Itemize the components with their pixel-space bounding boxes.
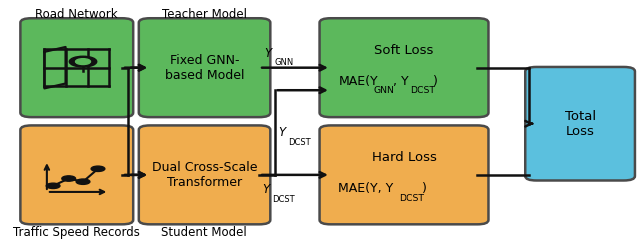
Circle shape [76,179,90,184]
FancyBboxPatch shape [20,18,133,117]
Text: Y: Y [278,126,285,139]
FancyBboxPatch shape [319,125,488,224]
Text: GNN: GNN [374,86,395,95]
FancyBboxPatch shape [20,125,133,224]
Text: ): ) [433,74,438,87]
Text: Road Network: Road Network [35,8,118,21]
Circle shape [91,166,105,172]
Text: Dual Cross-Scale
Transformer: Dual Cross-Scale Transformer [152,161,257,189]
FancyBboxPatch shape [319,18,488,117]
Text: MAE(Y: MAE(Y [339,74,378,87]
Text: DCST: DCST [288,138,310,147]
Circle shape [62,176,76,181]
Text: GNN: GNN [274,58,293,67]
Circle shape [69,56,97,67]
FancyBboxPatch shape [139,125,270,224]
Text: DCST: DCST [410,86,435,95]
Text: DCST: DCST [399,194,424,203]
Text: Student Model: Student Model [161,226,247,239]
Circle shape [76,59,90,64]
Text: Fixed GNN-
based Model: Fixed GNN- based Model [165,54,244,82]
Text: Soft Loss: Soft Loss [374,44,434,57]
Text: Hard Loss: Hard Loss [372,151,436,164]
Text: ): ) [422,182,428,195]
Text: , Y: , Y [393,74,409,87]
Text: MAE(Y, Y: MAE(Y, Y [339,182,394,195]
Text: Teacher Model: Teacher Model [162,8,247,21]
FancyBboxPatch shape [139,18,270,117]
Text: Total
Loss: Total Loss [564,110,596,138]
Text: Y: Y [264,47,271,60]
Text: Y: Y [262,183,269,196]
FancyBboxPatch shape [525,67,635,181]
Text: DCST: DCST [272,195,295,204]
Circle shape [46,183,60,188]
Text: Traffic Speed Records: Traffic Speed Records [13,226,140,239]
